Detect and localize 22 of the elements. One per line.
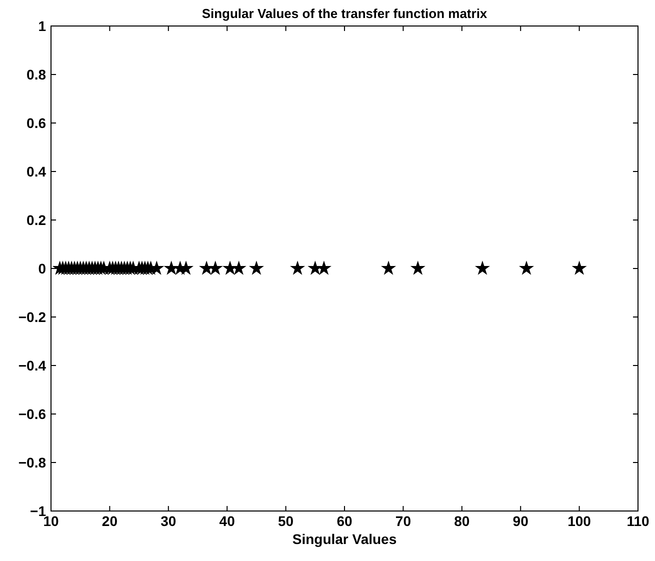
y-tick-label: 0.6 — [26, 115, 46, 131]
x-tick-label: 110 — [626, 513, 650, 529]
y-tick-label: −0.8 — [18, 454, 46, 470]
x-tick-label: 50 — [278, 513, 294, 529]
y-tick-label: 1 — [38, 18, 46, 34]
x-tick-label: 90 — [512, 513, 529, 529]
y-tick-label: 0.8 — [26, 66, 46, 82]
y-tick-label: −0.2 — [18, 309, 46, 325]
x-tick-label: 30 — [160, 513, 176, 529]
x-axis-title: Singular Values — [292, 531, 397, 547]
y-tick-label: 0 — [38, 260, 46, 276]
x-tick-label: 20 — [102, 513, 118, 529]
chart-title: Singular Values of the transfer function matrix — [202, 6, 488, 21]
x-tick-label: 80 — [454, 513, 470, 529]
x-tick-label: 100 — [568, 513, 592, 529]
y-tick-label: −0.6 — [18, 406, 46, 422]
y-tick-label: 0.2 — [26, 212, 46, 228]
x-tick-label: 60 — [336, 513, 352, 529]
y-tick-label: 0.4 — [26, 164, 46, 180]
x-tick-label: 70 — [395, 513, 412, 529]
y-tick-label: −0.4 — [18, 358, 46, 374]
x-tick-label: 40 — [219, 513, 236, 529]
